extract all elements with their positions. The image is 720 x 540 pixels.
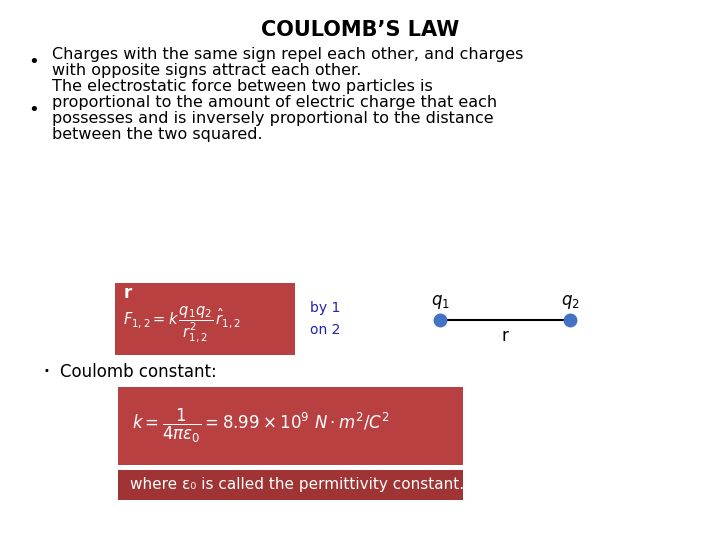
Text: $q_1$: $q_1$ (431, 293, 449, 311)
Text: The electrostatic force between two particles is: The electrostatic force between two part… (52, 78, 433, 93)
FancyBboxPatch shape (118, 387, 463, 465)
Text: $q_2$: $q_2$ (561, 293, 580, 311)
Text: $k = \dfrac{1}{4\pi\varepsilon_0} = 8.99\times 10^9\ N \cdot m^2 / C^2$: $k = \dfrac{1}{4\pi\varepsilon_0} = 8.99… (132, 407, 390, 445)
Text: by 1
on 2: by 1 on 2 (310, 301, 341, 338)
Text: r: r (502, 327, 508, 345)
Text: $\mathbf{r}$: $\mathbf{r}$ (123, 284, 133, 302)
Text: ·: · (42, 360, 50, 384)
FancyBboxPatch shape (118, 470, 463, 500)
Text: with opposite signs attract each other.: with opposite signs attract each other. (52, 64, 361, 78)
FancyBboxPatch shape (115, 283, 295, 355)
Text: between the two squared.: between the two squared. (52, 126, 263, 141)
Text: $F_{1,2}= k\,\dfrac{q_1 q_2}{r_{1,2}^{2}}\,\hat{r}_{1,2}$: $F_{1,2}= k\,\dfrac{q_1 q_2}{r_{1,2}^{2}… (123, 305, 241, 345)
Text: COULOMB’S LAW: COULOMB’S LAW (261, 20, 459, 40)
Text: •: • (28, 53, 39, 71)
Text: proportional to the amount of electric charge that each: proportional to the amount of electric c… (52, 94, 497, 110)
Text: where ε₀ is called the permittivity constant.: where ε₀ is called the permittivity cons… (130, 477, 464, 492)
Text: Coulomb constant:: Coulomb constant: (60, 363, 217, 381)
Text: •: • (28, 101, 39, 119)
Text: Charges with the same sign repel each other, and charges: Charges with the same sign repel each ot… (52, 46, 523, 62)
Text: possesses and is inversely proportional to the distance: possesses and is inversely proportional … (52, 111, 494, 125)
